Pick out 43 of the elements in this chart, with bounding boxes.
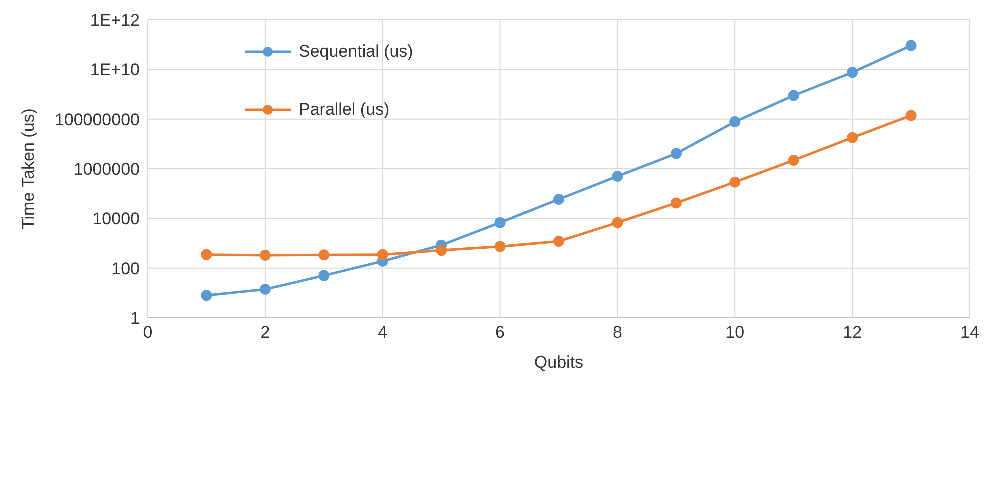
point [494,217,506,228]
x-tick-label: 12 [843,323,862,342]
y-tick-label: 100000000 [54,110,140,130]
legend-label: Sequential (us) [299,42,414,62]
point [318,270,330,282]
x-tick-label: 8 [612,323,622,342]
point [906,110,917,122]
y-tick-label: 1E+12 [90,11,140,30]
point [260,284,271,296]
point [436,245,448,256]
point [612,217,624,228]
point [201,290,212,302]
x-tick-label: 14 [960,323,980,342]
y-tick-label: 1E+10 [90,60,140,80]
y-tick-label: 1000000 [74,160,140,180]
point [260,250,271,261]
point [788,154,800,166]
point [494,241,506,252]
point [554,236,564,248]
y-axis-title: Time Taken (us) [19,108,38,230]
point [906,40,917,52]
y-tick-label: 1 [130,309,140,328]
x-tick-label: 6 [496,323,506,342]
point [318,250,330,261]
point [730,116,741,128]
x-tick-label: 10 [726,323,745,342]
point [730,176,741,188]
y-tick-label: 100 [112,259,140,278]
x-axis-title: Qubits [534,353,584,372]
point [847,132,858,144]
point [847,67,858,78]
y-tick-label: 10000 [92,210,140,229]
point [554,194,564,206]
point [201,249,212,260]
point [670,198,682,209]
point [788,90,800,102]
x-tick-label: 0 [143,323,153,342]
point [612,170,624,182]
legend-label: Parallel (us) [299,100,390,120]
x-tick-label: 4 [378,323,388,342]
x-tick-label: 2 [260,323,270,342]
point [670,148,682,160]
point [377,249,388,260]
